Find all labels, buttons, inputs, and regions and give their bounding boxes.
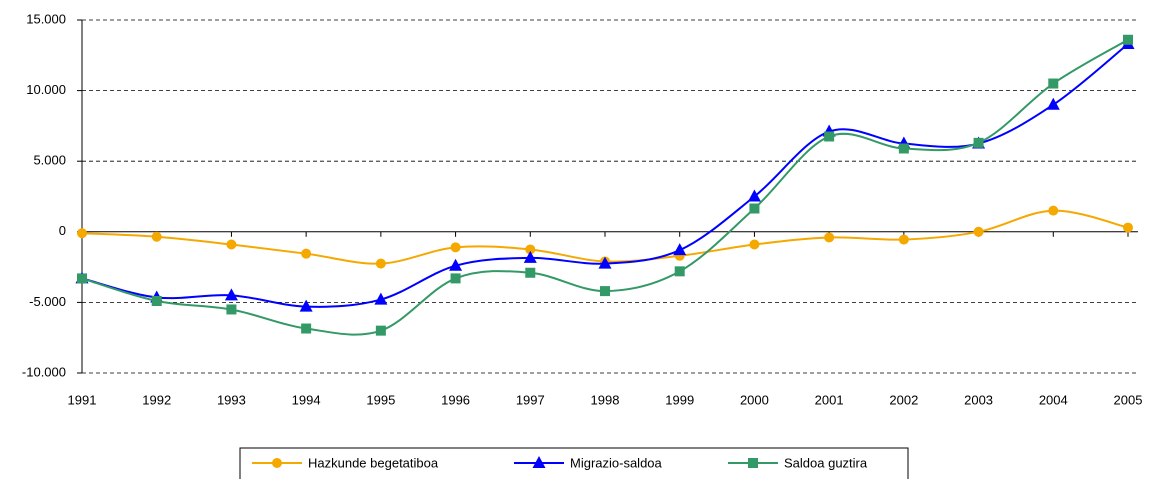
- marker: [824, 131, 835, 142]
- y-tick-label: -5.000: [29, 294, 66, 309]
- marker: [375, 258, 386, 269]
- y-tick-label: 0: [59, 223, 66, 238]
- marker: [375, 325, 386, 336]
- series-line: [81, 43, 1129, 308]
- marker: [1046, 97, 1060, 110]
- marker: [374, 292, 388, 305]
- x-tick-label: 2004: [1039, 392, 1068, 407]
- y-tick-label: 15.000: [26, 11, 66, 26]
- x-tick-label: 1994: [292, 392, 321, 407]
- marker: [301, 248, 312, 259]
- x-tick-label: 1992: [142, 392, 171, 407]
- marker: [525, 244, 536, 255]
- marker: [151, 231, 162, 242]
- y-tick-label: 10.000: [26, 82, 66, 97]
- marker: [226, 304, 237, 315]
- marker: [1123, 222, 1133, 233]
- marker: [749, 203, 760, 214]
- marker: [749, 239, 760, 250]
- marker: [1123, 34, 1133, 45]
- marker: [77, 273, 87, 284]
- marker: [450, 242, 461, 253]
- marker: [523, 250, 537, 263]
- marker: [747, 189, 761, 202]
- marker: [600, 286, 610, 297]
- legend-label: Migrazio-saldoa: [570, 455, 663, 470]
- legend-label: Saldoa guztira: [784, 455, 868, 470]
- marker: [525, 267, 536, 278]
- marker: [272, 458, 282, 468]
- marker: [532, 456, 546, 468]
- y-tick-label: -10.000: [22, 364, 66, 379]
- x-tick-label: 1998: [591, 392, 620, 407]
- x-tick-label: 1995: [366, 392, 395, 407]
- x-tick-label: 2002: [889, 392, 918, 407]
- marker: [449, 258, 463, 271]
- marker: [1048, 78, 1059, 89]
- marker: [748, 458, 758, 468]
- x-tick-label: 1997: [516, 392, 545, 407]
- marker: [673, 243, 687, 256]
- y-tick-label: 5.000: [33, 153, 66, 168]
- marker: [226, 239, 237, 250]
- x-tick-label: 2003: [964, 392, 993, 407]
- x-tick-label: 2000: [740, 392, 769, 407]
- marker: [224, 288, 238, 301]
- legend: Hazkunde begetatiboa Migrazio-saldoa Saldo…: [239, 447, 909, 479]
- marker: [898, 234, 909, 245]
- marker: [973, 137, 984, 148]
- marker: [674, 266, 685, 277]
- marker: [299, 299, 313, 312]
- x-tick-label: 1991: [68, 392, 97, 407]
- x-tick-label: 2005: [1114, 392, 1143, 407]
- marker: [898, 143, 909, 154]
- marker: [301, 323, 312, 334]
- marker: [1048, 205, 1059, 216]
- x-tick-label: 1993: [217, 392, 246, 407]
- series-line: [81, 38, 1129, 336]
- marker: [77, 228, 87, 239]
- marker: [151, 295, 162, 306]
- legend-label: Hazkunde begetatiboa: [308, 455, 439, 470]
- marker: [824, 232, 835, 243]
- marker: [973, 226, 984, 237]
- x-tick-label: 2001: [815, 392, 844, 407]
- marker: [450, 273, 461, 284]
- legend-box: [239, 447, 909, 479]
- marker: [598, 256, 612, 269]
- series-line: [81, 209, 1129, 265]
- x-tick-label: 1999: [665, 392, 694, 407]
- x-tick-label: 1996: [441, 392, 470, 407]
